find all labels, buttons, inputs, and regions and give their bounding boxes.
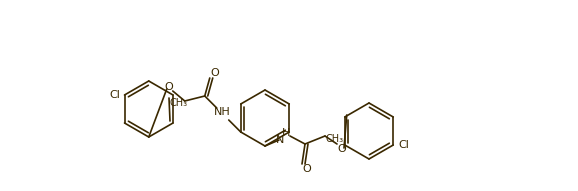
Text: CH₃: CH₃ [325, 134, 344, 144]
Text: N: N [276, 135, 284, 145]
Text: NH: NH [213, 107, 230, 117]
Text: Cl: Cl [109, 90, 120, 100]
Text: CH₃: CH₃ [170, 98, 188, 108]
Text: H: H [282, 128, 290, 138]
Text: O: O [338, 144, 346, 154]
Text: O: O [210, 68, 219, 78]
Text: O: O [164, 82, 173, 92]
Text: Cl: Cl [399, 140, 410, 150]
Text: O: O [303, 164, 312, 174]
